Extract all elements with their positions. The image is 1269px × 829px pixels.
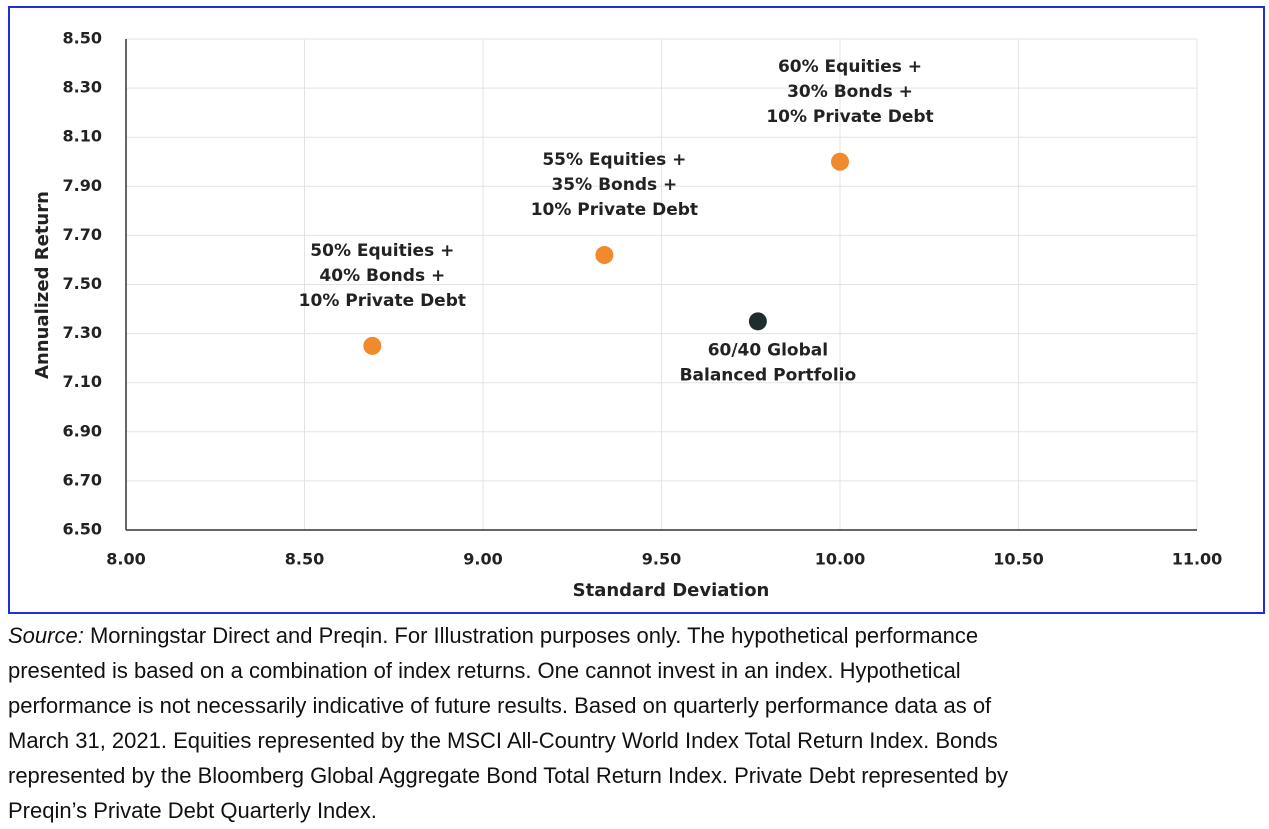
point-label: 60/40 Global <box>708 340 828 360</box>
x-tick-label: 9.50 <box>642 550 681 569</box>
chart: Annualized Return Standard Deviation 6.5… <box>8 6 1265 614</box>
footnote-line: Source: Morningstar Direct and Preqin. F… <box>8 618 1008 653</box>
point-label: 55% Equities + <box>542 150 686 170</box>
x-tick-label: 8.00 <box>106 550 145 569</box>
point <box>831 152 849 171</box>
footnote-line: March 31, 2021. Equities represented by … <box>8 723 1008 758</box>
footnote-line: represented by the Bloomberg Global Aggr… <box>8 758 1008 793</box>
footnote: Source: Morningstar Direct and Preqin. F… <box>8 618 1008 828</box>
y-tick-label: 8.50 <box>63 29 102 48</box>
x-tick-label: 9.00 <box>463 550 502 569</box>
point <box>748 312 767 331</box>
point-label: 50% Equities + <box>310 241 454 261</box>
source-label: Source: <box>8 623 84 648</box>
point-label: 40% Bonds + <box>319 266 445 286</box>
y-tick-label: 7.90 <box>63 176 102 195</box>
footnote-text: Preqin’s Private Debt Quarterly Index. <box>8 798 377 823</box>
footnote-text: represented by the Bloomberg Global Aggr… <box>8 763 1008 788</box>
y-tick-label: 8.30 <box>63 78 102 97</box>
point-label: Balanced Portfolio <box>680 365 857 385</box>
point-label: 10% Private Debt <box>531 200 698 220</box>
y-tick-label: 7.50 <box>63 274 102 293</box>
y-tick-label: 8.10 <box>63 127 102 146</box>
footnote-text: March 31, 2021. Equities represented by … <box>8 728 998 753</box>
x-tick-label: 10.00 <box>815 550 866 569</box>
footnote-text: performance is not necessarily indicativ… <box>8 693 992 718</box>
point-label: 10% Private Debt <box>766 107 933 127</box>
point-label: 35% Bonds + <box>551 175 677 195</box>
y-axis-title: Annualized Return <box>32 191 53 379</box>
x-tick-label: 10.50 <box>993 550 1044 569</box>
point-label: 10% Private Debt <box>299 291 466 311</box>
x-axis-title: Standard Deviation <box>573 580 770 601</box>
y-tick-label: 6.90 <box>63 421 102 440</box>
footnote-line: performance is not necessarily indicativ… <box>8 688 1008 723</box>
footnote-line: Preqin’s Private Debt Quarterly Index. <box>8 793 1008 828</box>
y-tick-label: 6.50 <box>63 520 102 539</box>
footnote-text: Morningstar Direct and Preqin. For Illus… <box>89 623 979 648</box>
point-label: 30% Bonds + <box>787 82 913 102</box>
point <box>363 336 382 355</box>
footnote-text: presented is based on a combination of i… <box>8 658 961 683</box>
x-tick-label: 8.50 <box>285 550 324 569</box>
y-tick-label: 7.10 <box>63 372 102 391</box>
point <box>595 246 614 265</box>
y-tick-label: 7.30 <box>63 323 102 342</box>
point-label: 60% Equities + <box>778 57 922 77</box>
x-tick-label: 11.00 <box>1172 550 1223 569</box>
y-tick-label: 6.70 <box>63 470 102 489</box>
y-tick-label: 7.70 <box>63 225 102 244</box>
footnote-line: presented is based on a combination of i… <box>8 653 1008 688</box>
